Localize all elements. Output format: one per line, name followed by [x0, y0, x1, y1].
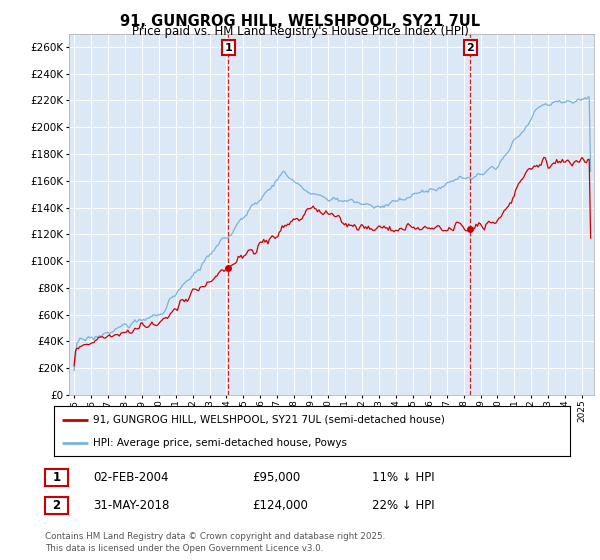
Text: 22% ↓ HPI: 22% ↓ HPI [372, 499, 434, 512]
Text: 31-MAY-2018: 31-MAY-2018 [93, 499, 169, 512]
Text: 91, GUNGROG HILL, WELSHPOOL, SY21 7UL (semi-detached house): 91, GUNGROG HILL, WELSHPOOL, SY21 7UL (s… [92, 414, 445, 424]
Text: 2: 2 [466, 43, 474, 53]
Text: HPI: Average price, semi-detached house, Powys: HPI: Average price, semi-detached house,… [92, 438, 347, 449]
Text: 2: 2 [52, 499, 61, 512]
Text: Contains HM Land Registry data © Crown copyright and database right 2025.
This d: Contains HM Land Registry data © Crown c… [45, 532, 385, 553]
Text: 91, GUNGROG HILL, WELSHPOOL, SY21 7UL: 91, GUNGROG HILL, WELSHPOOL, SY21 7UL [120, 14, 480, 29]
Text: 1: 1 [224, 43, 232, 53]
Text: £124,000: £124,000 [252, 499, 308, 512]
Text: Price paid vs. HM Land Registry's House Price Index (HPI): Price paid vs. HM Land Registry's House … [131, 25, 469, 38]
Text: 02-FEB-2004: 02-FEB-2004 [93, 471, 169, 484]
Text: 1: 1 [52, 471, 61, 484]
Text: £95,000: £95,000 [252, 471, 300, 484]
Text: 11% ↓ HPI: 11% ↓ HPI [372, 471, 434, 484]
